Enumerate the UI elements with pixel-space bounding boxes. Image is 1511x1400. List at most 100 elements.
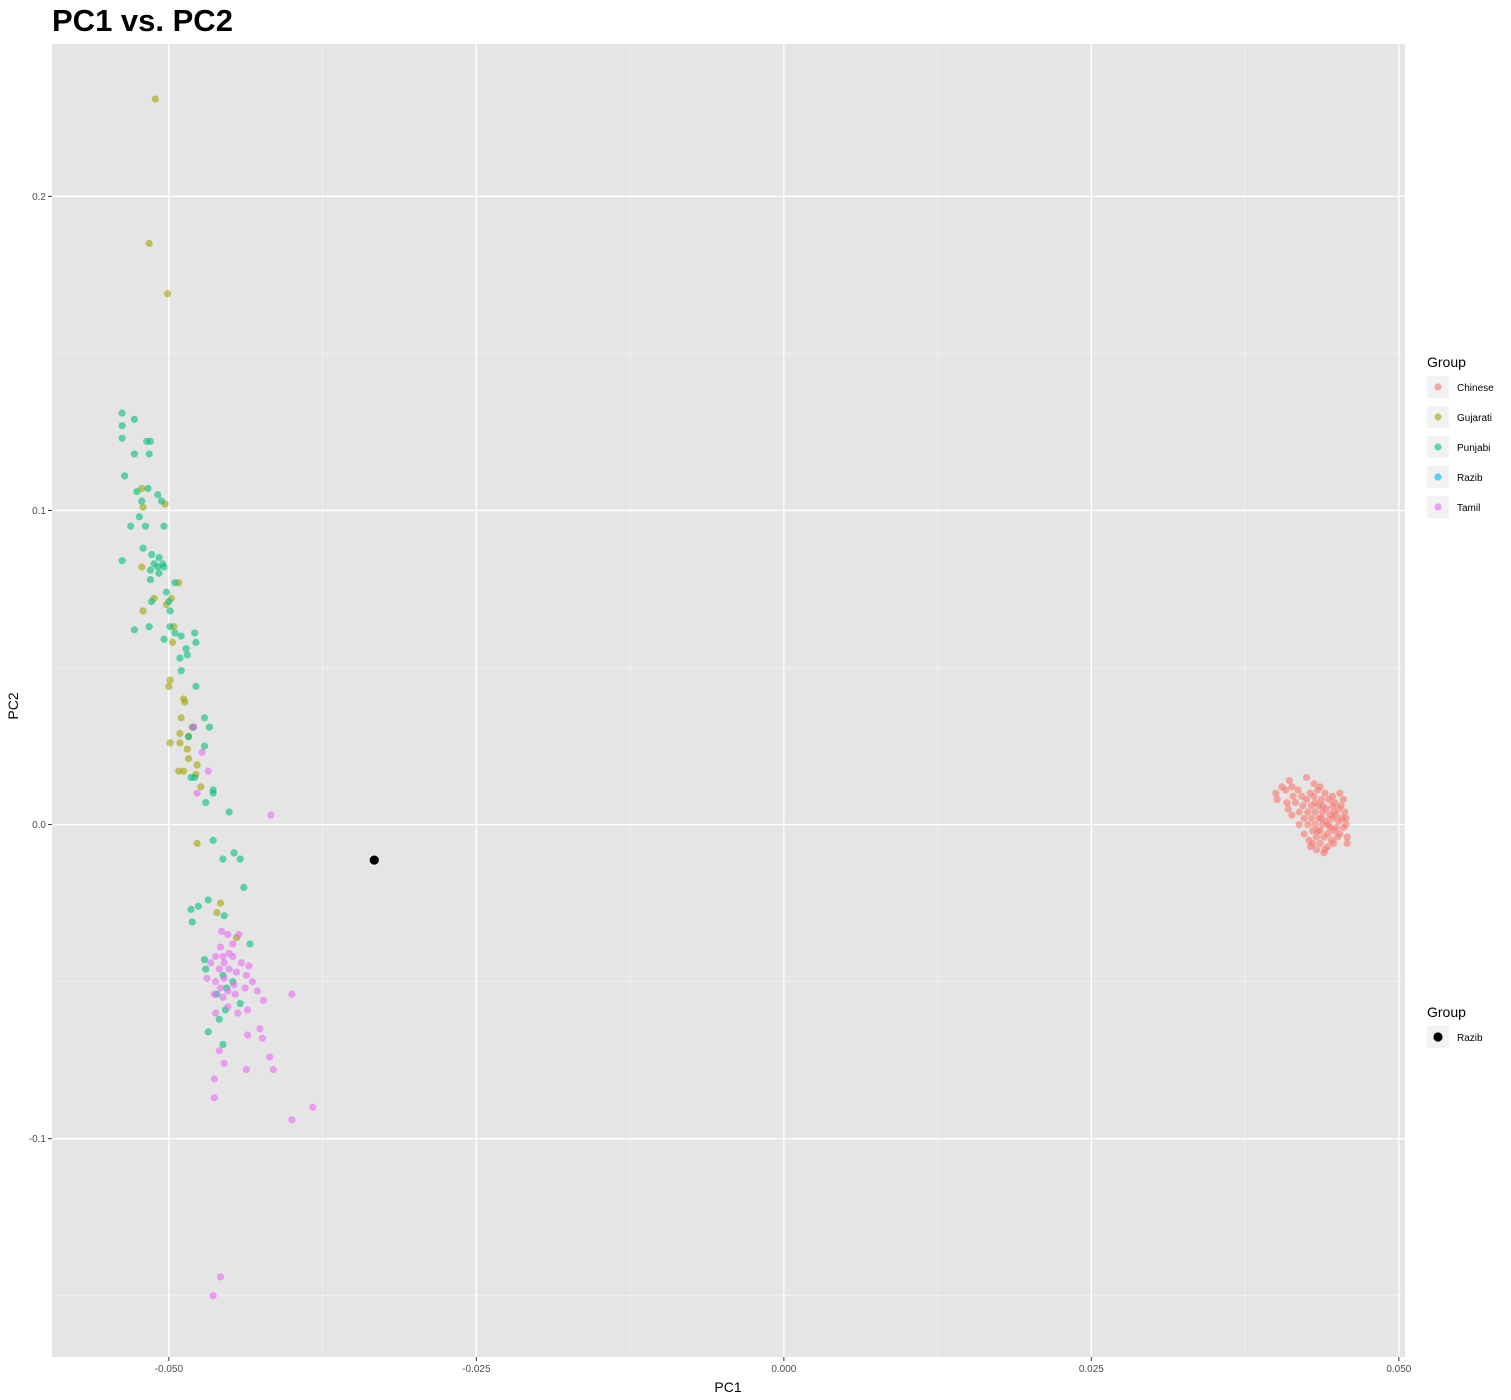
point-gujarati — [145, 239, 153, 248]
legend-label-razib: Razib — [1457, 473, 1483, 484]
point-punjabi — [120, 472, 129, 480]
point-chinese — [1343, 839, 1351, 848]
point-gujarati — [139, 607, 147, 615]
legend-title: Group — [1427, 354, 1466, 370]
point-chinese — [1283, 798, 1291, 807]
point-punjabi — [246, 940, 254, 948]
point-gujarati — [181, 698, 189, 706]
point-tamil — [242, 971, 250, 979]
point-punjabi — [155, 553, 163, 562]
legend-key-chinese — [1434, 383, 1442, 391]
point-chinese — [1330, 808, 1338, 816]
point-punjabi — [118, 422, 126, 430]
plot-panel — [52, 44, 1405, 1357]
point-tamil — [209, 1292, 217, 1300]
point-punjabi — [200, 714, 209, 722]
point-punjabi — [146, 575, 154, 584]
point-tamil — [234, 1009, 242, 1017]
point-punjabi — [177, 632, 185, 640]
point-chinese — [1284, 805, 1292, 813]
point-tamil — [258, 1034, 266, 1042]
series-tamil — [189, 723, 317, 1300]
point-tamil — [210, 990, 218, 998]
point-punjabi — [209, 789, 217, 797]
point-punjabi — [118, 409, 126, 417]
point-tamil — [220, 1059, 228, 1067]
point-gujarati — [138, 563, 146, 571]
point-chinese — [1304, 820, 1312, 829]
point-chinese — [1273, 795, 1281, 804]
point-punjabi — [162, 588, 170, 596]
point-tamil — [193, 789, 201, 797]
point-punjabi — [146, 566, 154, 574]
x-tick-label: 0.000 — [771, 1364, 796, 1375]
point-gujarati — [197, 783, 205, 791]
point-chinese — [1337, 802, 1345, 810]
point-punjabi — [148, 597, 156, 606]
point-punjabi — [159, 560, 167, 568]
point-tamil — [225, 965, 233, 973]
point-tamil — [229, 940, 237, 948]
point-punjabi — [145, 450, 153, 458]
point-punjabi — [171, 579, 179, 587]
point-tamil — [224, 987, 232, 995]
point-tamil — [215, 965, 223, 973]
legend-2: Group Razib — [1427, 1004, 1483, 1048]
point-punjabi — [141, 522, 150, 530]
point-chinese — [1288, 783, 1296, 791]
point-tamil — [253, 987, 262, 995]
point-tamil — [198, 748, 206, 756]
gridlines — [52, 44, 1405, 1357]
point-punjabi — [202, 798, 210, 807]
point-punjabi — [200, 742, 209, 750]
point-chinese — [1312, 846, 1321, 854]
point-tamil — [229, 952, 237, 961]
point-tamil — [220, 974, 228, 983]
point-punjabi — [157, 497, 166, 505]
point-gujarati — [193, 761, 201, 769]
point-punjabi — [220, 912, 228, 920]
point-gujarati — [168, 638, 177, 646]
point-gujarati — [180, 767, 188, 775]
point-tamil — [288, 1116, 296, 1124]
point-punjabi — [192, 638, 200, 646]
point-punjabi — [130, 626, 139, 634]
point-tamil — [267, 811, 275, 819]
point-punjabi — [183, 651, 191, 659]
point-tamil — [224, 1003, 232, 1011]
point-chinese — [1288, 811, 1296, 819]
point-gujarati — [193, 839, 201, 848]
legend-label-razib: Razib — [1457, 1033, 1483, 1044]
point-punjabi — [118, 434, 126, 442]
point-chinese — [1282, 786, 1290, 794]
point-chinese — [1300, 814, 1308, 822]
point-chinese — [1332, 824, 1340, 832]
legend-key-razib — [1433, 1032, 1443, 1042]
series-razib — [369, 855, 379, 865]
point-chinese — [1336, 789, 1344, 797]
y-tick-label: -0.1 — [29, 1134, 47, 1145]
point-punjabi — [188, 918, 196, 926]
point-punjabi — [127, 522, 135, 530]
legend-key-razib — [1434, 473, 1442, 481]
point-punjabi — [184, 733, 193, 741]
legend-key-gujarati — [1434, 413, 1442, 421]
point-punjabi — [176, 654, 184, 662]
point-chinese — [1339, 795, 1348, 804]
point-chinese — [1321, 789, 1329, 797]
point-gujarati — [216, 899, 225, 907]
legend-key-punjabi — [1434, 443, 1442, 451]
point-tamil — [237, 959, 246, 967]
point-chinese — [1311, 798, 1319, 807]
point-tamil — [256, 1025, 264, 1033]
point-punjabi — [236, 1000, 244, 1008]
point-punjabi — [177, 667, 185, 675]
y-axis-title: PC2 — [5, 692, 21, 719]
point-chinese — [1299, 802, 1307, 810]
legend-label-gujarati: Gujarati — [1457, 413, 1492, 424]
legends: GroupChineseGujaratiPunjabiRazibTamilGro… — [1427, 354, 1494, 1048]
point-chinese — [1312, 833, 1321, 841]
point-punjabi — [182, 645, 190, 653]
point-gujarati — [151, 95, 159, 103]
point-punjabi — [215, 1015, 223, 1023]
